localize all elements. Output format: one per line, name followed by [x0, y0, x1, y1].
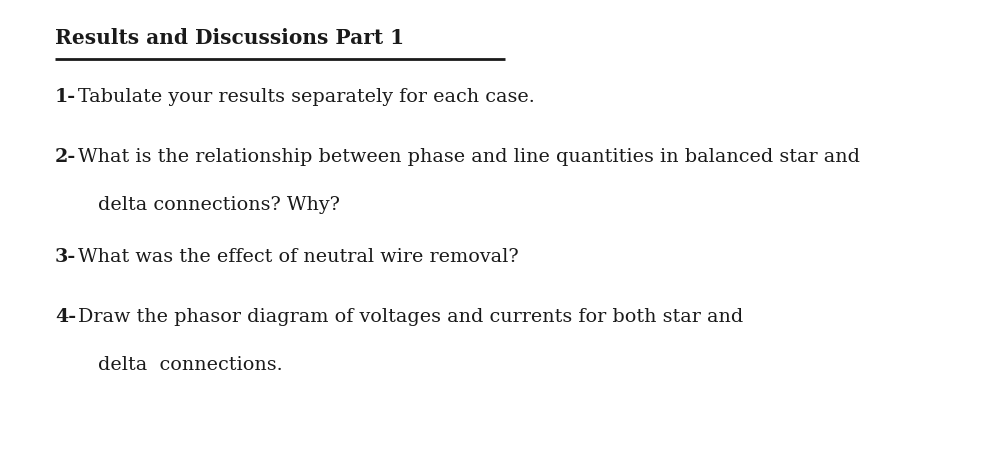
Text: 3-: 3-	[55, 248, 77, 266]
Text: 1-: 1-	[55, 88, 77, 106]
Text: Draw the phasor diagram of voltages and currents for both star and: Draw the phasor diagram of voltages and …	[78, 308, 743, 326]
Text: delta connections? Why?: delta connections? Why?	[98, 196, 340, 214]
Text: What was the effect of neutral wire removal?: What was the effect of neutral wire remo…	[78, 248, 519, 266]
Text: Results and Discussions Part 1: Results and Discussions Part 1	[55, 28, 404, 48]
Text: delta  connections.: delta connections.	[98, 356, 282, 374]
Text: 4-: 4-	[55, 308, 77, 326]
Text: What is the relationship between phase and line quantities in balanced star and: What is the relationship between phase a…	[78, 148, 860, 166]
Text: Tabulate your results separately for each case.: Tabulate your results separately for eac…	[78, 88, 535, 106]
Text: 2-: 2-	[55, 148, 77, 166]
